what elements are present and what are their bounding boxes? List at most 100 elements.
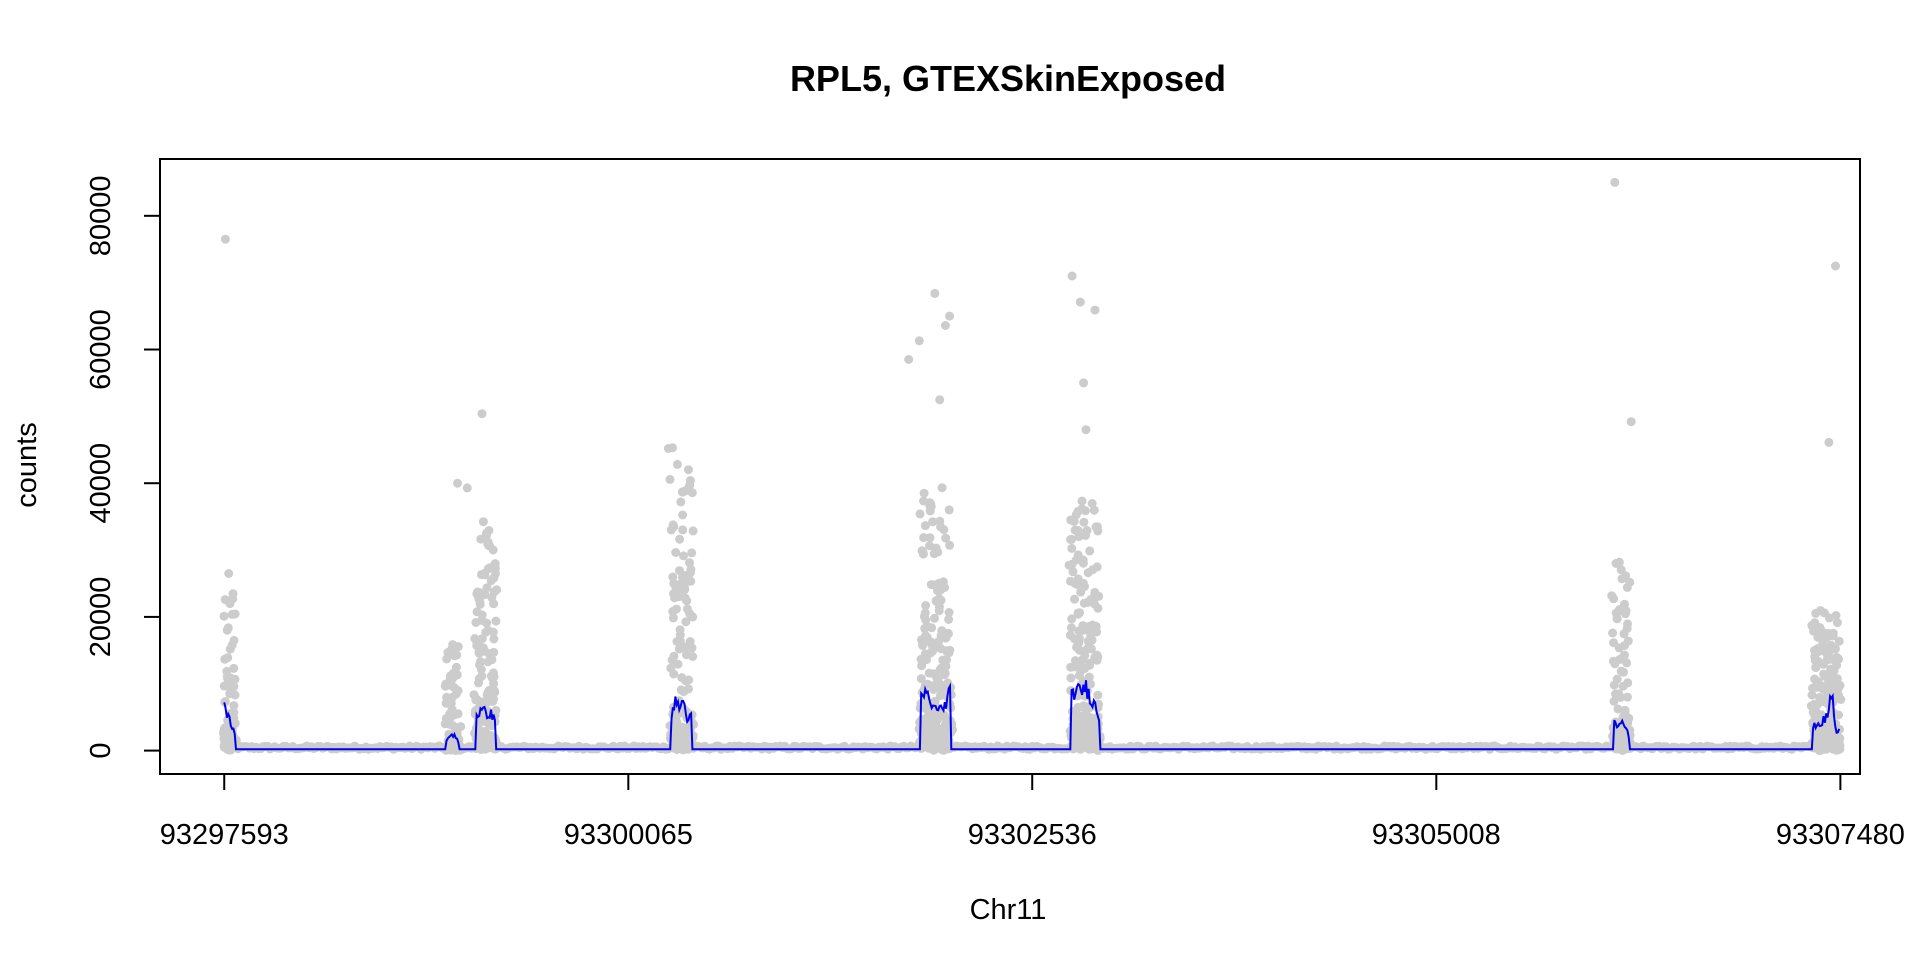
data-point xyxy=(665,474,675,484)
data-point xyxy=(937,483,947,493)
data-point xyxy=(919,533,929,543)
data-point xyxy=(675,566,684,576)
data-point xyxy=(489,647,499,657)
data-point xyxy=(1807,690,1817,700)
data-point xyxy=(1622,658,1632,668)
data-point xyxy=(688,612,698,622)
data-point xyxy=(1085,546,1095,556)
data-point xyxy=(490,687,500,697)
outlier-point xyxy=(1831,261,1840,271)
data-point xyxy=(672,459,682,469)
data-point xyxy=(1613,704,1623,714)
data-point xyxy=(453,686,463,696)
data-point xyxy=(229,635,239,645)
data-point xyxy=(1066,623,1076,633)
data-point xyxy=(685,476,695,485)
outlier-point xyxy=(462,483,472,493)
data-point xyxy=(944,505,954,515)
data-point xyxy=(933,547,943,557)
data-point xyxy=(916,674,926,684)
data-point xyxy=(939,710,949,720)
data-point xyxy=(946,690,956,700)
data-point xyxy=(492,585,502,595)
outlier-point xyxy=(914,336,924,346)
data-point xyxy=(470,634,480,643)
data-point xyxy=(1833,653,1843,663)
data-point xyxy=(489,634,499,644)
data-point xyxy=(679,551,688,561)
data-point xyxy=(940,583,950,592)
data-point xyxy=(1066,673,1076,683)
data-point xyxy=(675,534,685,544)
data-point xyxy=(945,645,955,655)
data-point xyxy=(1622,692,1632,702)
data-point xyxy=(673,659,683,669)
data-point xyxy=(1619,667,1628,677)
data-point xyxy=(687,488,697,498)
data-point xyxy=(1828,628,1838,638)
data-point xyxy=(681,617,691,627)
data-point xyxy=(1069,517,1079,526)
data-point xyxy=(489,573,499,583)
data-point xyxy=(477,671,487,681)
outlier-point xyxy=(1081,425,1091,435)
data-point xyxy=(1835,733,1845,743)
data-point xyxy=(941,661,951,671)
x-tick-label: 93305008 xyxy=(1372,819,1501,851)
x-axis: 93297593 93300065 93302536 93305008 93307480 xyxy=(160,773,1905,851)
data-point xyxy=(939,525,949,535)
outlier-point xyxy=(224,569,234,578)
data-point xyxy=(229,681,239,691)
y-tick-label: 60000 xyxy=(85,309,117,390)
outlier-point xyxy=(1610,177,1620,187)
outlier-point xyxy=(477,409,487,419)
data-point xyxy=(1608,628,1618,638)
y-axis: 0 20000 40000 60000 80000 xyxy=(85,175,161,759)
data-point xyxy=(936,595,946,605)
data-point xyxy=(684,675,694,685)
data-point xyxy=(1089,505,1099,515)
data-point xyxy=(452,650,462,660)
data-point xyxy=(1078,558,1088,568)
data-point xyxy=(1832,674,1842,684)
data-point xyxy=(921,601,931,610)
data-point xyxy=(1616,692,1626,702)
data-point xyxy=(669,522,679,532)
data-point xyxy=(488,627,498,637)
data-point xyxy=(1614,557,1624,567)
data-point xyxy=(688,652,698,661)
data-point xyxy=(1831,611,1841,620)
data-point xyxy=(230,609,240,619)
data-point xyxy=(1834,710,1844,720)
data-point xyxy=(687,548,697,558)
outlier-point xyxy=(220,234,230,244)
data-point xyxy=(686,576,696,586)
data-point xyxy=(1621,571,1631,581)
data-point xyxy=(668,572,678,582)
data-point xyxy=(1082,526,1092,535)
data-point xyxy=(1613,607,1623,616)
data-point xyxy=(477,610,487,620)
y-tick-label: 80000 xyxy=(85,175,117,256)
outlier-point xyxy=(945,311,954,321)
x-tick-label: 93300065 xyxy=(564,819,693,851)
data-point xyxy=(1074,634,1084,644)
data-point xyxy=(476,665,486,674)
outlier-point xyxy=(1079,378,1089,388)
data-point xyxy=(1094,591,1104,601)
outlier-point xyxy=(935,395,945,405)
data-point xyxy=(687,643,697,653)
data-point xyxy=(1834,636,1844,646)
data-point xyxy=(928,646,938,656)
plot-frame xyxy=(159,158,1861,775)
outlier-point xyxy=(453,478,462,488)
data-point xyxy=(489,599,499,609)
data-point xyxy=(230,718,240,728)
points-layer xyxy=(219,177,1846,756)
data-point xyxy=(941,533,951,543)
data-point xyxy=(491,705,501,715)
chart-title: RPL5, GTEXSkinExposed xyxy=(790,58,1226,99)
data-point xyxy=(678,510,688,520)
data-point xyxy=(1621,606,1631,616)
